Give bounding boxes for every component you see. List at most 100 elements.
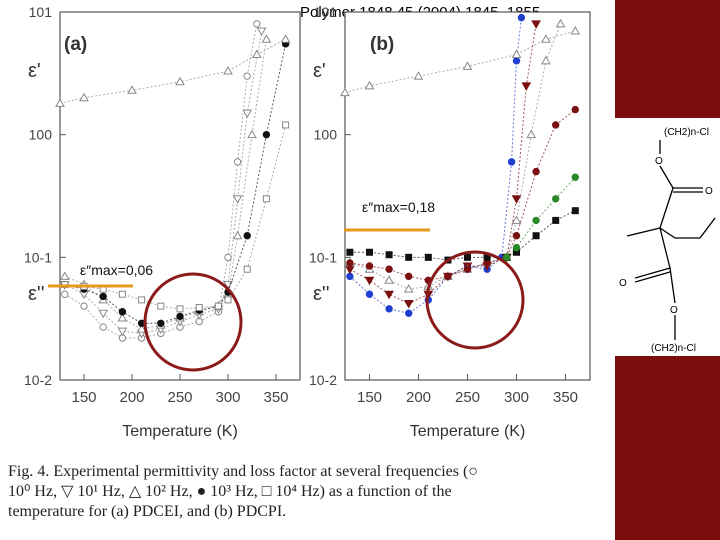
data-point — [365, 262, 374, 270]
y-tick-label: 10-2 — [309, 372, 337, 388]
y-tick-label: 10-1 — [309, 249, 337, 265]
data-point — [346, 259, 354, 267]
data-point — [346, 248, 354, 256]
data-point — [280, 34, 291, 43]
data-point — [256, 27, 267, 37]
data-point — [571, 173, 579, 181]
data-point — [384, 275, 394, 284]
data-point — [413, 71, 424, 80]
oxygen-label: O — [670, 305, 678, 316]
data-point — [512, 232, 521, 240]
bond — [626, 227, 661, 237]
data-point — [99, 292, 107, 301]
oxygen-label: O — [655, 156, 663, 167]
data-point — [462, 61, 473, 70]
data-point — [80, 302, 88, 310]
data-point — [571, 105, 579, 114]
data-point — [511, 215, 522, 224]
bond — [669, 267, 676, 304]
data-point — [251, 49, 262, 59]
data-point — [262, 195, 270, 203]
y-tick-label: 10-2 — [24, 372, 52, 388]
x-tick-label: 250 — [167, 389, 192, 406]
x-tick-label: 250 — [455, 389, 480, 406]
data-point — [405, 253, 413, 261]
x-tick-label: 200 — [119, 389, 144, 406]
data-point — [136, 324, 147, 333]
data-point — [503, 253, 511, 262]
data-point — [79, 92, 89, 102]
y-axis-label-bottom: ε'' — [313, 283, 330, 305]
data-point — [366, 248, 373, 256]
bond — [699, 217, 716, 239]
data-point — [282, 121, 290, 129]
data-point — [232, 195, 243, 204]
caption-line: 10⁰ Hz, ▽ 10¹ Hz, △ 10² Hz, ● 10³ Hz, □ … — [8, 483, 452, 500]
data-point — [243, 265, 251, 273]
x-tick-label: 350 — [553, 389, 578, 406]
data-point — [99, 323, 107, 331]
data-point — [157, 302, 165, 310]
data-point — [262, 130, 271, 139]
data-point — [570, 25, 581, 35]
data-point — [233, 158, 242, 166]
panel-label: (b) — [370, 34, 394, 55]
bond — [634, 267, 671, 279]
bond — [659, 187, 674, 229]
data-point — [253, 20, 261, 28]
data-point — [532, 232, 540, 240]
data-point — [214, 302, 222, 310]
data-point — [127, 85, 137, 94]
data-point — [464, 253, 471, 261]
data-point — [175, 76, 185, 86]
series-line — [349, 17, 522, 314]
y-tick-label: 100 — [29, 127, 53, 143]
data-point — [247, 129, 257, 139]
data-point — [511, 49, 522, 59]
oxygen-label: O — [619, 278, 627, 289]
data-point — [365, 290, 374, 298]
x-tick-label: 300 — [215, 389, 240, 406]
data-point — [232, 230, 243, 240]
data-point — [364, 80, 375, 90]
x-axis-label: Temperature (K) — [410, 423, 526, 440]
chart-panel-a: 150 200 250 300 350 10-2 10-1 100 101 Temperature… — [24, 4, 301, 440]
data-point — [223, 66, 233, 75]
y-tick-label: 10-1 — [24, 249, 52, 265]
data-point — [385, 251, 393, 259]
data-point — [403, 284, 414, 293]
data-point — [405, 272, 413, 281]
y-axis-label-top: ε' — [313, 60, 326, 82]
data-point — [526, 129, 537, 139]
data-point — [511, 195, 522, 204]
substituent-label: (CH2)n-Cl — [651, 343, 696, 354]
data-point — [532, 167, 540, 176]
data-point — [176, 305, 184, 313]
maroon-band-bottom — [615, 356, 720, 540]
data-point — [552, 121, 560, 129]
y-tick-label: 100 — [314, 127, 338, 143]
data-point — [555, 18, 566, 28]
data-point — [403, 300, 414, 309]
data-point — [117, 327, 128, 337]
data-point — [532, 216, 540, 225]
bond — [659, 227, 676, 239]
x-tick-label: 300 — [504, 389, 529, 406]
data-point — [507, 158, 516, 166]
data-point — [55, 98, 65, 107]
x-tick-label: 350 — [263, 389, 288, 406]
bond — [659, 227, 671, 269]
caption-line: Fig. 4. Experimental permittivity and lo… — [8, 463, 478, 480]
bond — [634, 271, 671, 283]
y-tick-label: 101 — [29, 4, 53, 20]
y-axis-label-bottom: ε'' — [28, 283, 45, 305]
x-tick-label: 200 — [406, 389, 431, 406]
substituent-label: (CH2)n-Cl — [664, 127, 709, 138]
highlight-circle — [425, 250, 525, 350]
x-axis-label: Temperature (K) — [122, 423, 238, 440]
data-point — [541, 55, 551, 65]
data-point — [364, 276, 375, 286]
chart-panel-b: 150 200 250 300 350 10-2 10-1 100 101 Temperature… — [309, 4, 591, 440]
data-point — [224, 253, 232, 262]
